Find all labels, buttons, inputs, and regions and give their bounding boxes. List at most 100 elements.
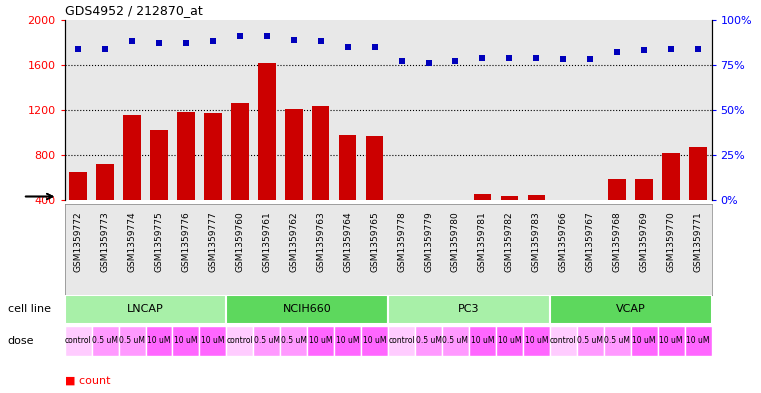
Point: [288, 37, 300, 43]
Text: GSM1359770: GSM1359770: [667, 211, 676, 272]
Point: [207, 38, 219, 44]
Point: [692, 46, 704, 52]
Bar: [361, 326, 388, 356]
Point: [611, 49, 623, 55]
Text: GSM1359777: GSM1359777: [209, 211, 218, 272]
Point: [180, 40, 192, 46]
Text: GSM1359769: GSM1359769: [640, 211, 648, 272]
Text: 0.5 uM: 0.5 uM: [416, 336, 441, 345]
Text: GSM1359780: GSM1359780: [451, 211, 460, 272]
Bar: [447, 205, 464, 246]
Bar: [97, 164, 114, 246]
Bar: [689, 147, 707, 246]
Point: [422, 60, 435, 66]
Bar: [91, 326, 119, 356]
Text: dose: dose: [8, 336, 34, 346]
Bar: [285, 109, 303, 246]
Text: NCIH660: NCIH660: [283, 305, 332, 314]
Text: GSM1359761: GSM1359761: [263, 211, 272, 272]
Text: 10 uM: 10 uM: [309, 336, 333, 345]
Point: [99, 46, 111, 52]
Bar: [65, 326, 91, 356]
Bar: [227, 295, 388, 324]
Text: 0.5 uM: 0.5 uM: [92, 336, 118, 345]
Bar: [527, 195, 545, 246]
Bar: [231, 103, 249, 246]
Text: GSM1359768: GSM1359768: [613, 211, 622, 272]
Bar: [253, 326, 280, 356]
Point: [665, 46, 677, 52]
Bar: [280, 326, 307, 356]
Text: 10 uM: 10 uM: [471, 336, 494, 345]
Text: GDS4952 / 212870_at: GDS4952 / 212870_at: [65, 4, 202, 17]
Bar: [469, 326, 496, 356]
Text: 10 uM: 10 uM: [524, 336, 548, 345]
Text: 10 uM: 10 uM: [336, 336, 359, 345]
Point: [557, 56, 569, 62]
Text: 10 uM: 10 uM: [659, 336, 683, 345]
Text: 0.5 uM: 0.5 uM: [604, 336, 630, 345]
Text: control: control: [550, 336, 577, 345]
Text: GSM1359760: GSM1359760: [235, 211, 244, 272]
Bar: [415, 326, 442, 356]
Bar: [501, 196, 518, 246]
Text: 0.5 uM: 0.5 uM: [578, 336, 603, 345]
Point: [638, 47, 650, 53]
Point: [72, 46, 84, 52]
Text: GSM1359774: GSM1359774: [128, 211, 136, 272]
Point: [396, 58, 408, 64]
Bar: [65, 295, 227, 324]
Text: 10 uM: 10 uM: [148, 336, 170, 345]
Text: GSM1359766: GSM1359766: [559, 211, 568, 272]
Text: GSM1359765: GSM1359765: [370, 211, 379, 272]
Text: GSM1359775: GSM1359775: [154, 211, 164, 272]
Point: [450, 58, 462, 64]
Bar: [334, 326, 361, 356]
Bar: [227, 326, 253, 356]
Text: GSM1359779: GSM1359779: [424, 211, 433, 272]
Text: 10 uM: 10 uM: [174, 336, 198, 345]
Bar: [550, 295, 712, 324]
Text: control: control: [227, 336, 253, 345]
Bar: [69, 172, 87, 246]
Bar: [145, 326, 173, 356]
Bar: [199, 326, 227, 356]
Text: 10 uM: 10 uM: [632, 336, 656, 345]
Bar: [631, 326, 658, 356]
Text: ■ count: ■ count: [65, 375, 110, 385]
Bar: [312, 105, 330, 246]
Text: GSM1359782: GSM1359782: [505, 211, 514, 272]
Bar: [393, 205, 410, 246]
Text: PC3: PC3: [458, 305, 479, 314]
Bar: [123, 115, 141, 246]
Text: 10 uM: 10 uM: [201, 336, 224, 345]
Bar: [388, 295, 550, 324]
Text: control: control: [65, 336, 91, 345]
Text: GSM1359764: GSM1359764: [343, 211, 352, 272]
Bar: [550, 326, 577, 356]
Text: GSM1359772: GSM1359772: [74, 211, 83, 272]
Bar: [685, 326, 712, 356]
Bar: [581, 203, 599, 246]
Text: 10 uM: 10 uM: [686, 336, 710, 345]
Bar: [662, 153, 680, 246]
Text: GSM1359771: GSM1359771: [693, 211, 702, 272]
Text: cell line: cell line: [8, 305, 51, 314]
Bar: [496, 326, 523, 356]
Bar: [555, 205, 572, 246]
Bar: [119, 326, 145, 356]
Text: GSM1359763: GSM1359763: [317, 211, 325, 272]
Text: 10 uM: 10 uM: [363, 336, 387, 345]
Text: GSM1359767: GSM1359767: [586, 211, 595, 272]
Point: [503, 55, 515, 61]
Bar: [442, 326, 469, 356]
Text: 0.5 uM: 0.5 uM: [119, 336, 145, 345]
Point: [476, 55, 489, 61]
Text: GSM1359773: GSM1359773: [100, 211, 110, 272]
Point: [314, 38, 326, 44]
Text: LNCAP: LNCAP: [127, 305, 164, 314]
Text: GSM1359781: GSM1359781: [478, 211, 487, 272]
Bar: [177, 112, 195, 246]
Text: control: control: [388, 336, 415, 345]
Bar: [658, 326, 685, 356]
